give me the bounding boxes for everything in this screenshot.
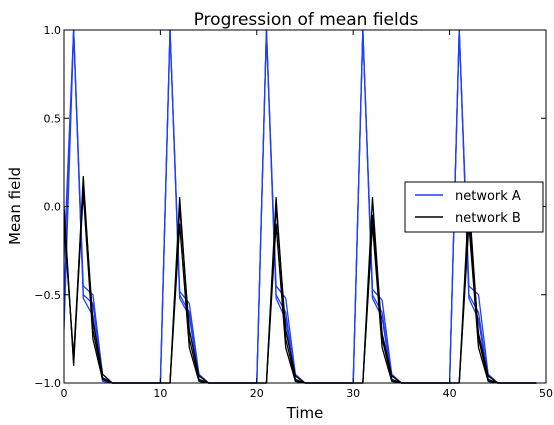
- legend-label-network-a: network A: [455, 189, 521, 204]
- legend-box: [404, 181, 544, 233]
- x-tick-label: 50: [539, 387, 553, 400]
- y-axis-label: Mean field: [6, 167, 24, 245]
- tick-layer: 0 10 20 30 40 50 1.0 0.5 0.0 −0.5 −1.0: [34, 24, 553, 400]
- y-tick-label: 0.5: [44, 112, 62, 125]
- x-tick-label: 20: [250, 387, 264, 400]
- y-tick-label: 0.0: [44, 201, 62, 214]
- legend: network A network B: [404, 181, 544, 233]
- y-tick-label: −0.5: [34, 289, 61, 302]
- y-tick-label: −1.0: [34, 377, 61, 390]
- y-tick-label: 1.0: [44, 24, 62, 37]
- x-tick-label: 30: [346, 387, 360, 400]
- x-tick-label: 0: [61, 387, 68, 400]
- legend-label-network-b: network B: [455, 211, 521, 226]
- x-tick-label: 40: [443, 387, 457, 400]
- x-tick-label: 10: [153, 387, 167, 400]
- chart-title: Progression of mean fields: [194, 10, 419, 30]
- x-axis-label: Time: [286, 404, 324, 422]
